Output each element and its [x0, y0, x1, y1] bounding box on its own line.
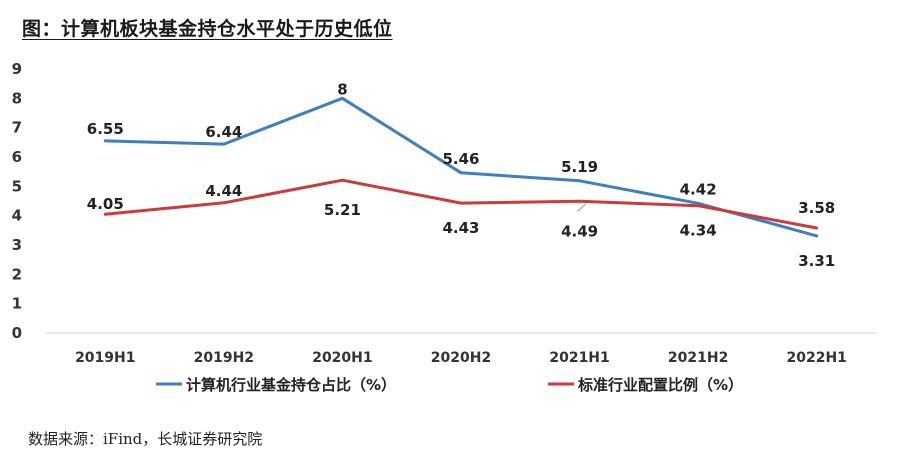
x-category-label: 2022H1	[786, 350, 846, 366]
y-tick-label: 2	[12, 265, 22, 283]
data-label: 5.19	[561, 158, 598, 176]
legend-label: 标准行业配置比例（%）	[577, 376, 743, 394]
series-2-point	[696, 204, 700, 208]
series-1-point	[340, 96, 344, 100]
y-tick-label: 0	[12, 324, 22, 342]
y-tick-label: 1	[12, 295, 22, 313]
y-tick-label: 6	[12, 148, 22, 166]
data-label: 5.46	[442, 150, 479, 168]
legend: 计算机行业基金持仓占比（%） 标准行业配置比例（%）	[156, 376, 743, 394]
data-label: 5.21	[324, 201, 361, 219]
chart-title: 图：计算机板块基金持仓水平处于历史低位	[22, 18, 393, 40]
y-tick-label: 5	[12, 177, 22, 195]
series-1-point	[578, 179, 582, 183]
data-label: 4.49	[561, 222, 598, 240]
series-1-point	[222, 142, 226, 146]
x-category-label: 2019H2	[194, 350, 254, 366]
legend-label: 计算机行业基金持仓占比（%）	[186, 376, 396, 394]
label-leader-line	[577, 203, 586, 212]
series-2-point	[578, 199, 582, 203]
series-1-point	[103, 139, 107, 143]
y-tick-label: 7	[12, 119, 22, 137]
data-label: 6.55	[87, 120, 124, 138]
series-2-point	[815, 226, 819, 230]
series-2-point	[340, 178, 344, 182]
series-1-point	[459, 171, 463, 175]
data-label: 4.34	[680, 222, 717, 240]
series-1-point	[696, 201, 700, 205]
x-category-label: 2019H1	[75, 350, 135, 366]
x-axis-categories: 2019H1 2019H2 2020H1 2020H2 2021H1 2021H2 2022…	[75, 350, 847, 366]
source-note: 数据来源：iFind，长城证券研究院	[28, 430, 263, 448]
data-label: 4.42	[680, 180, 717, 198]
series-2-point	[222, 201, 226, 205]
x-category-label: 2020H2	[431, 350, 491, 366]
y-tick-label: 8	[12, 89, 22, 107]
data-label: 3.31	[798, 252, 835, 270]
data-label: 6.44	[205, 123, 242, 141]
series-2-point	[103, 212, 107, 216]
data-label: 4.05	[87, 195, 124, 213]
data-label: 8	[337, 80, 347, 98]
y-tick-label: 4	[12, 207, 22, 225]
data-labels: 6.55 6.44 8 5.46 5.19 4.42 3.31 4.05 4.44 5.21 4.4…	[87, 80, 835, 270]
data-label: 3.58	[798, 199, 835, 217]
y-axis-ticks: 0 1 2 3 4 5 6 7 8 9	[12, 60, 22, 342]
data-label: 4.44	[205, 182, 242, 200]
x-category-label: 2021H1	[549, 350, 609, 366]
series-lines	[103, 96, 819, 238]
series-1-point	[815, 234, 819, 238]
y-tick-label: 3	[12, 236, 22, 254]
x-category-label: 2020H1	[312, 350, 372, 366]
series-2-point	[459, 201, 463, 205]
x-category-label: 2021H2	[668, 350, 728, 366]
y-tick-label: 9	[12, 60, 22, 78]
data-label: 4.43	[442, 219, 479, 237]
